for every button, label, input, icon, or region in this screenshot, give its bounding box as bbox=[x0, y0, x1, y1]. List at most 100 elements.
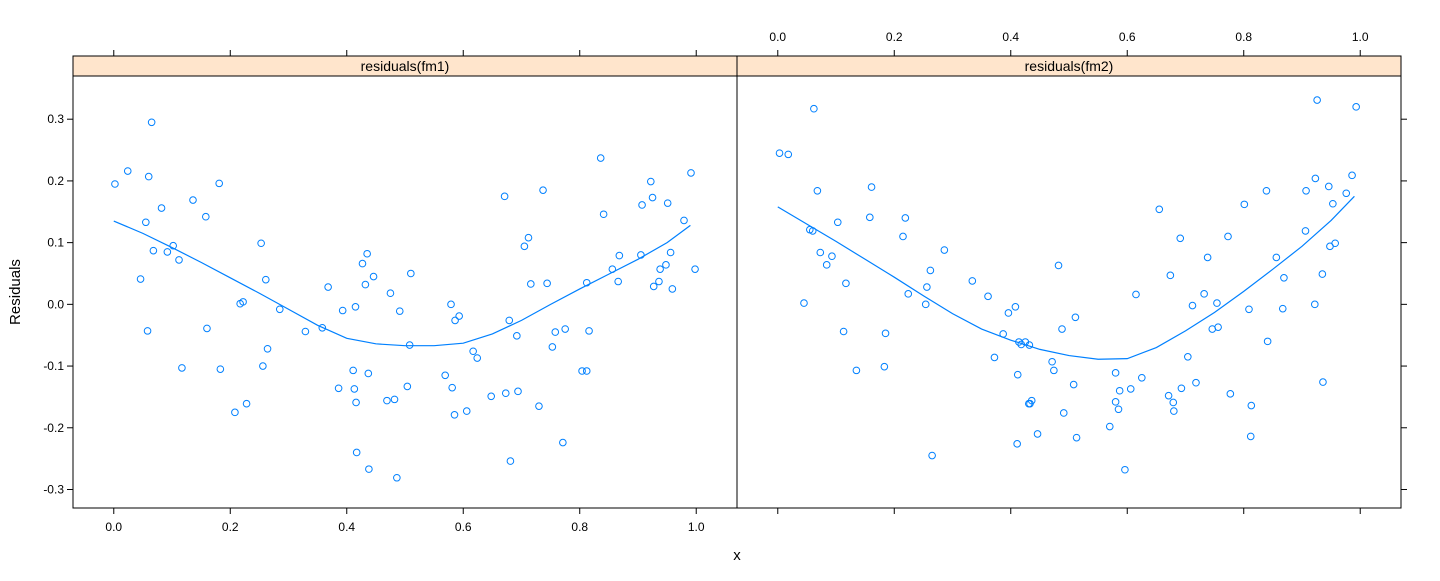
y-tick-label-4: 0.1 bbox=[47, 236, 64, 250]
data-point-p2-90 bbox=[1318, 270, 1327, 278]
data-point-p2-88 bbox=[1311, 174, 1320, 183]
data-point-p1-40 bbox=[364, 369, 373, 378]
data-point-p2-69 bbox=[1200, 290, 1208, 298]
data-point-p1-58 bbox=[469, 347, 477, 356]
data-point-p1-95 bbox=[666, 248, 675, 257]
data-point-p2-82 bbox=[1272, 253, 1281, 262]
data-point-p2-27 bbox=[984, 292, 992, 301]
x-tick-label-p1-5: 1.0 bbox=[688, 520, 705, 534]
data-point-p1-42 bbox=[369, 272, 378, 281]
data-point-p2-44 bbox=[1054, 261, 1063, 270]
data-point-p2-6 bbox=[813, 186, 822, 195]
strip-label-1: residuals(fm1) bbox=[361, 58, 450, 74]
data-point-p2-98 bbox=[1352, 103, 1360, 111]
data-point-p1-92 bbox=[656, 265, 664, 273]
data-point-p1-8 bbox=[157, 204, 166, 212]
x-tick-label-p2-2: 0.4 bbox=[1002, 30, 1019, 44]
data-point-p1-7 bbox=[149, 246, 158, 255]
data-point-p1-77 bbox=[578, 367, 586, 375]
x-tick-label-p2-0: 0.0 bbox=[769, 30, 786, 44]
data-point-p2-66 bbox=[1184, 353, 1192, 361]
data-point-p2-56 bbox=[1126, 385, 1135, 393]
data-point-p2-73 bbox=[1214, 323, 1222, 331]
data-point-p2-48 bbox=[1071, 313, 1080, 322]
data-point-p2-77 bbox=[1245, 305, 1253, 314]
data-point-p2-76 bbox=[1240, 200, 1249, 209]
y-tick-label-2: -0.1 bbox=[43, 359, 64, 373]
data-point-p1-69 bbox=[527, 280, 535, 288]
data-point-p2-62 bbox=[1169, 398, 1178, 407]
data-point-p1-85 bbox=[615, 251, 624, 260]
data-point-p1-87 bbox=[638, 201, 646, 209]
data-point-p1-22 bbox=[257, 239, 265, 248]
data-point-p1-68 bbox=[524, 233, 533, 242]
data-point-p2-32 bbox=[1013, 440, 1021, 448]
data-point-p2-75 bbox=[1226, 390, 1235, 398]
data-point-p2-24 bbox=[928, 451, 936, 460]
data-point-p1-67 bbox=[520, 242, 529, 251]
data-point-p1-78 bbox=[582, 278, 591, 287]
x-tick-label-p2-3: 0.6 bbox=[1119, 30, 1136, 44]
data-point-p2-12 bbox=[842, 279, 850, 288]
data-point-p1-80 bbox=[585, 327, 593, 335]
data-point-p2-51 bbox=[1111, 369, 1120, 377]
data-point-p1-37 bbox=[358, 259, 367, 268]
y-tick-label-0: -0.3 bbox=[43, 482, 64, 496]
data-point-p1-99 bbox=[691, 265, 699, 273]
data-point-p2-65 bbox=[1177, 384, 1186, 393]
data-point-p2-97 bbox=[1348, 171, 1356, 180]
data-point-p1-2 bbox=[136, 275, 145, 283]
data-point-p1-62 bbox=[501, 389, 510, 398]
data-point-p2-13 bbox=[852, 366, 861, 375]
data-point-p2-30 bbox=[1004, 309, 1013, 317]
data-point-p1-38 bbox=[361, 280, 370, 289]
data-point-p2-46 bbox=[1059, 409, 1068, 417]
data-point-p2-61 bbox=[1166, 271, 1175, 280]
data-point-p1-24 bbox=[261, 275, 270, 284]
y-tick-label-5: 0.2 bbox=[47, 174, 64, 188]
data-point-p1-34 bbox=[351, 303, 360, 311]
data-point-p2-78 bbox=[1246, 432, 1255, 441]
data-point-p1-13 bbox=[189, 196, 197, 204]
data-point-p2-33 bbox=[1013, 370, 1022, 379]
data-point-p2-58 bbox=[1138, 373, 1146, 382]
data-point-p2-28 bbox=[990, 353, 999, 362]
strip-background-1 bbox=[73, 56, 737, 76]
data-point-p1-65 bbox=[513, 332, 521, 340]
data-point-p2-59 bbox=[1155, 205, 1164, 214]
x-tick-label-p1-2: 0.4 bbox=[338, 520, 355, 534]
data-point-p1-88 bbox=[647, 177, 655, 186]
smooth-line-2 bbox=[777, 195, 1355, 360]
data-point-p1-29 bbox=[324, 283, 332, 291]
data-point-p1-75 bbox=[559, 438, 567, 447]
data-point-p2-85 bbox=[1301, 227, 1310, 235]
data-point-p1-55 bbox=[451, 316, 459, 325]
data-point-p2-86 bbox=[1302, 186, 1310, 195]
data-point-p1-4 bbox=[143, 327, 152, 335]
data-point-p2-54 bbox=[1115, 386, 1124, 395]
data-point-p1-50 bbox=[407, 269, 415, 278]
data-point-p2-89 bbox=[1313, 96, 1321, 104]
data-point-p2-20 bbox=[904, 290, 913, 298]
data-point-p2-87 bbox=[1311, 300, 1319, 309]
panel-frame-2 bbox=[736, 75, 1402, 509]
data-point-p1-30 bbox=[334, 384, 343, 393]
data-point-p1-0 bbox=[111, 180, 119, 188]
data-point-p2-92 bbox=[1324, 182, 1333, 191]
data-point-p2-1 bbox=[784, 150, 793, 159]
data-point-p2-25 bbox=[940, 246, 949, 254]
data-point-p1-39 bbox=[363, 249, 371, 258]
x-tick-label-p2-5: 1.0 bbox=[1352, 30, 1369, 44]
data-point-p2-9 bbox=[828, 252, 836, 261]
data-point-p2-74 bbox=[1224, 232, 1232, 241]
data-point-p2-47 bbox=[1069, 380, 1078, 389]
data-point-p2-50 bbox=[1105, 422, 1114, 431]
data-point-p1-36 bbox=[352, 448, 361, 457]
panel-frame-1 bbox=[72, 75, 738, 509]
data-point-p2-0 bbox=[775, 149, 784, 157]
data-point-p1-27 bbox=[301, 327, 310, 336]
data-point-p1-60 bbox=[487, 392, 496, 401]
data-point-p2-68 bbox=[1192, 378, 1200, 387]
